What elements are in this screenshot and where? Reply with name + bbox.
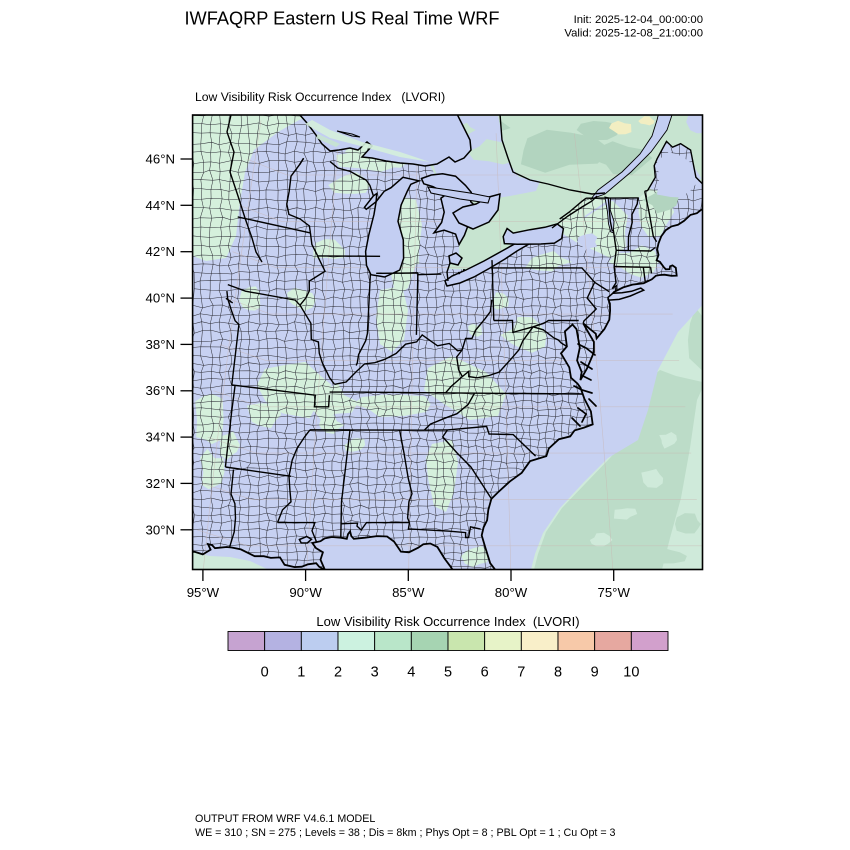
svg-text:Low Visibility Risk Occurrence: Low Visibility Risk Occurrence Index (LV… <box>316 614 579 629</box>
svg-text:36°N: 36°N <box>146 383 175 398</box>
svg-text:44°N: 44°N <box>146 198 175 213</box>
svg-text:80°W: 80°W <box>495 585 528 600</box>
svg-text:85°W: 85°W <box>392 585 425 600</box>
svg-text:9: 9 <box>591 665 599 681</box>
svg-text:IWFAQRP Eastern US Real Time W: IWFAQRP Eastern US Real Time WRF <box>185 9 500 29</box>
svg-text:75°W: 75°W <box>598 585 631 600</box>
svg-text:Init: 2025-12-04_00:00:00: Init: 2025-12-04_00:00:00 <box>574 14 703 26</box>
svg-text:2: 2 <box>334 665 342 681</box>
svg-text:7: 7 <box>517 665 525 681</box>
svg-text:4: 4 <box>407 665 415 681</box>
svg-text:1: 1 <box>297 665 305 681</box>
svg-text:30°N: 30°N <box>146 522 175 537</box>
svg-text:0: 0 <box>261 665 269 681</box>
svg-text:10: 10 <box>623 665 639 681</box>
svg-text:95°W: 95°W <box>187 585 220 600</box>
svg-text:40°N: 40°N <box>146 291 175 306</box>
svg-text:3: 3 <box>371 665 379 681</box>
svg-text:38°N: 38°N <box>146 337 175 352</box>
svg-text:46°N: 46°N <box>146 152 175 167</box>
svg-text:8: 8 <box>554 665 562 681</box>
svg-text:42°N: 42°N <box>146 244 175 259</box>
svg-text:90°W: 90°W <box>289 585 322 600</box>
svg-text:6: 6 <box>481 665 489 681</box>
svg-text:OUTPUT FROM WRF V4.6.1 MODEL: OUTPUT FROM WRF V4.6.1 MODEL <box>195 813 375 825</box>
svg-text:5: 5 <box>444 665 452 681</box>
svg-text:Low Visibility Risk Occurrence: Low Visibility Risk Occurrence Index (LV… <box>195 90 445 104</box>
svg-text:34°N: 34°N <box>146 430 175 445</box>
svg-text:WE = 310 ; SN = 275 ; Levels =: WE = 310 ; SN = 275 ; Levels = 38 ; Dis … <box>195 827 616 839</box>
svg-text:Valid: 2025-12-08_21:00:00: Valid: 2025-12-08_21:00:00 <box>564 28 703 40</box>
svg-text:32°N: 32°N <box>146 476 175 491</box>
